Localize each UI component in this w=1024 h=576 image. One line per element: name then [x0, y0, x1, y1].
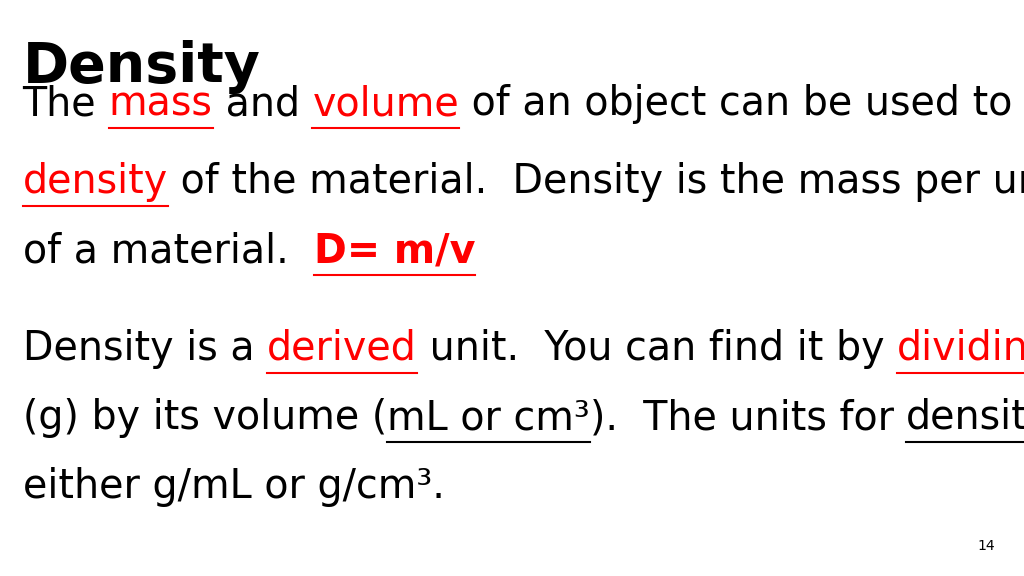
Text: volume: volume [312, 84, 459, 124]
Text: The: The [23, 84, 109, 124]
Text: Density is a: Density is a [23, 329, 267, 369]
Text: and: and [213, 84, 312, 124]
Text: of a material.: of a material. [23, 231, 313, 271]
Text: either g/mL or g/cm³.: either g/mL or g/cm³. [23, 467, 444, 507]
Text: 14: 14 [978, 539, 995, 553]
Text: density: density [906, 398, 1024, 438]
Text: D= m/v: D= m/v [313, 231, 475, 271]
Text: dividing: dividing [897, 329, 1024, 369]
Text: (g) by its volume (: (g) by its volume ( [23, 398, 387, 438]
Text: mass: mass [109, 84, 213, 124]
Text: of an object can be used to find the: of an object can be used to find the [459, 84, 1024, 124]
Text: derived: derived [267, 329, 417, 369]
Text: unit.  You can find it by: unit. You can find it by [417, 329, 897, 369]
Text: density: density [23, 162, 168, 202]
Text: Density: Density [23, 40, 260, 94]
Text: mL or cm³: mL or cm³ [387, 398, 590, 438]
Text: of the material.  Density is the mass per unit volume: of the material. Density is the mass per… [168, 162, 1024, 202]
Text: ).  The units for: ). The units for [590, 398, 906, 438]
